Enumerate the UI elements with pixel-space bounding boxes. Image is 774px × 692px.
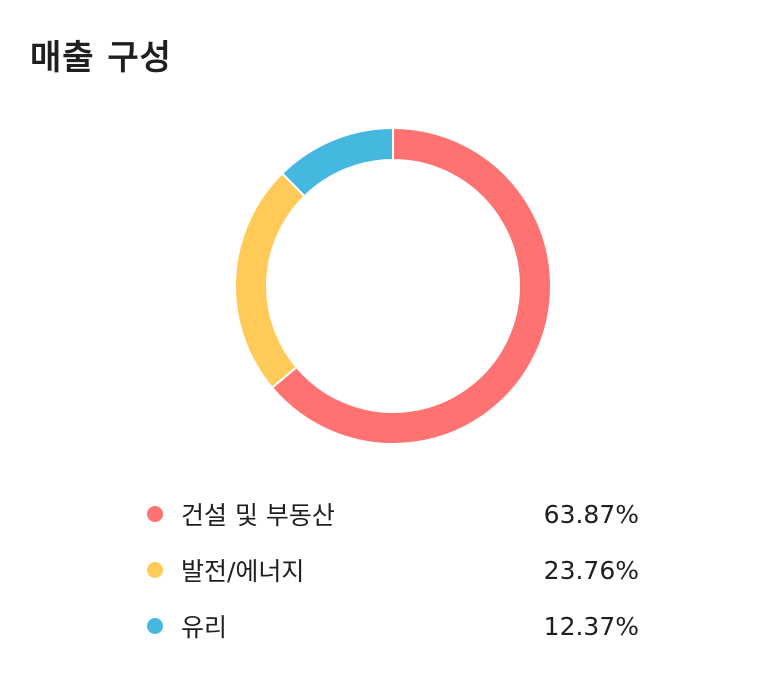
donut-slice-3[interactable]: [280, 126, 394, 198]
legend-value: 12.37%: [543, 611, 639, 641]
donut-slice-1[interactable]: [270, 126, 552, 445]
donut-slice-2[interactable]: [234, 171, 307, 390]
legend-label: 발전/에너지: [181, 557, 305, 586]
legend-item[interactable]: 건설 및 부동산 63.87%: [147, 486, 639, 542]
legend-marker: [147, 618, 163, 634]
legend-marker: [147, 562, 163, 578]
chart-title: 매출 구성: [30, 38, 172, 78]
legend-marker: [147, 506, 163, 522]
legend-label: 유리: [181, 613, 228, 642]
legend-item[interactable]: 유리 12.37%: [147, 598, 639, 654]
chart-legend: 건설 및 부동산 63.87% 발전/에너지 23.76% 유리 12.37%: [147, 486, 639, 654]
legend-item[interactable]: 발전/에너지 23.76%: [147, 542, 639, 598]
legend-label: 건설 및 부동산: [181, 501, 335, 530]
legend-value: 23.76%: [543, 555, 639, 585]
legend-value: 63.87%: [543, 499, 639, 529]
